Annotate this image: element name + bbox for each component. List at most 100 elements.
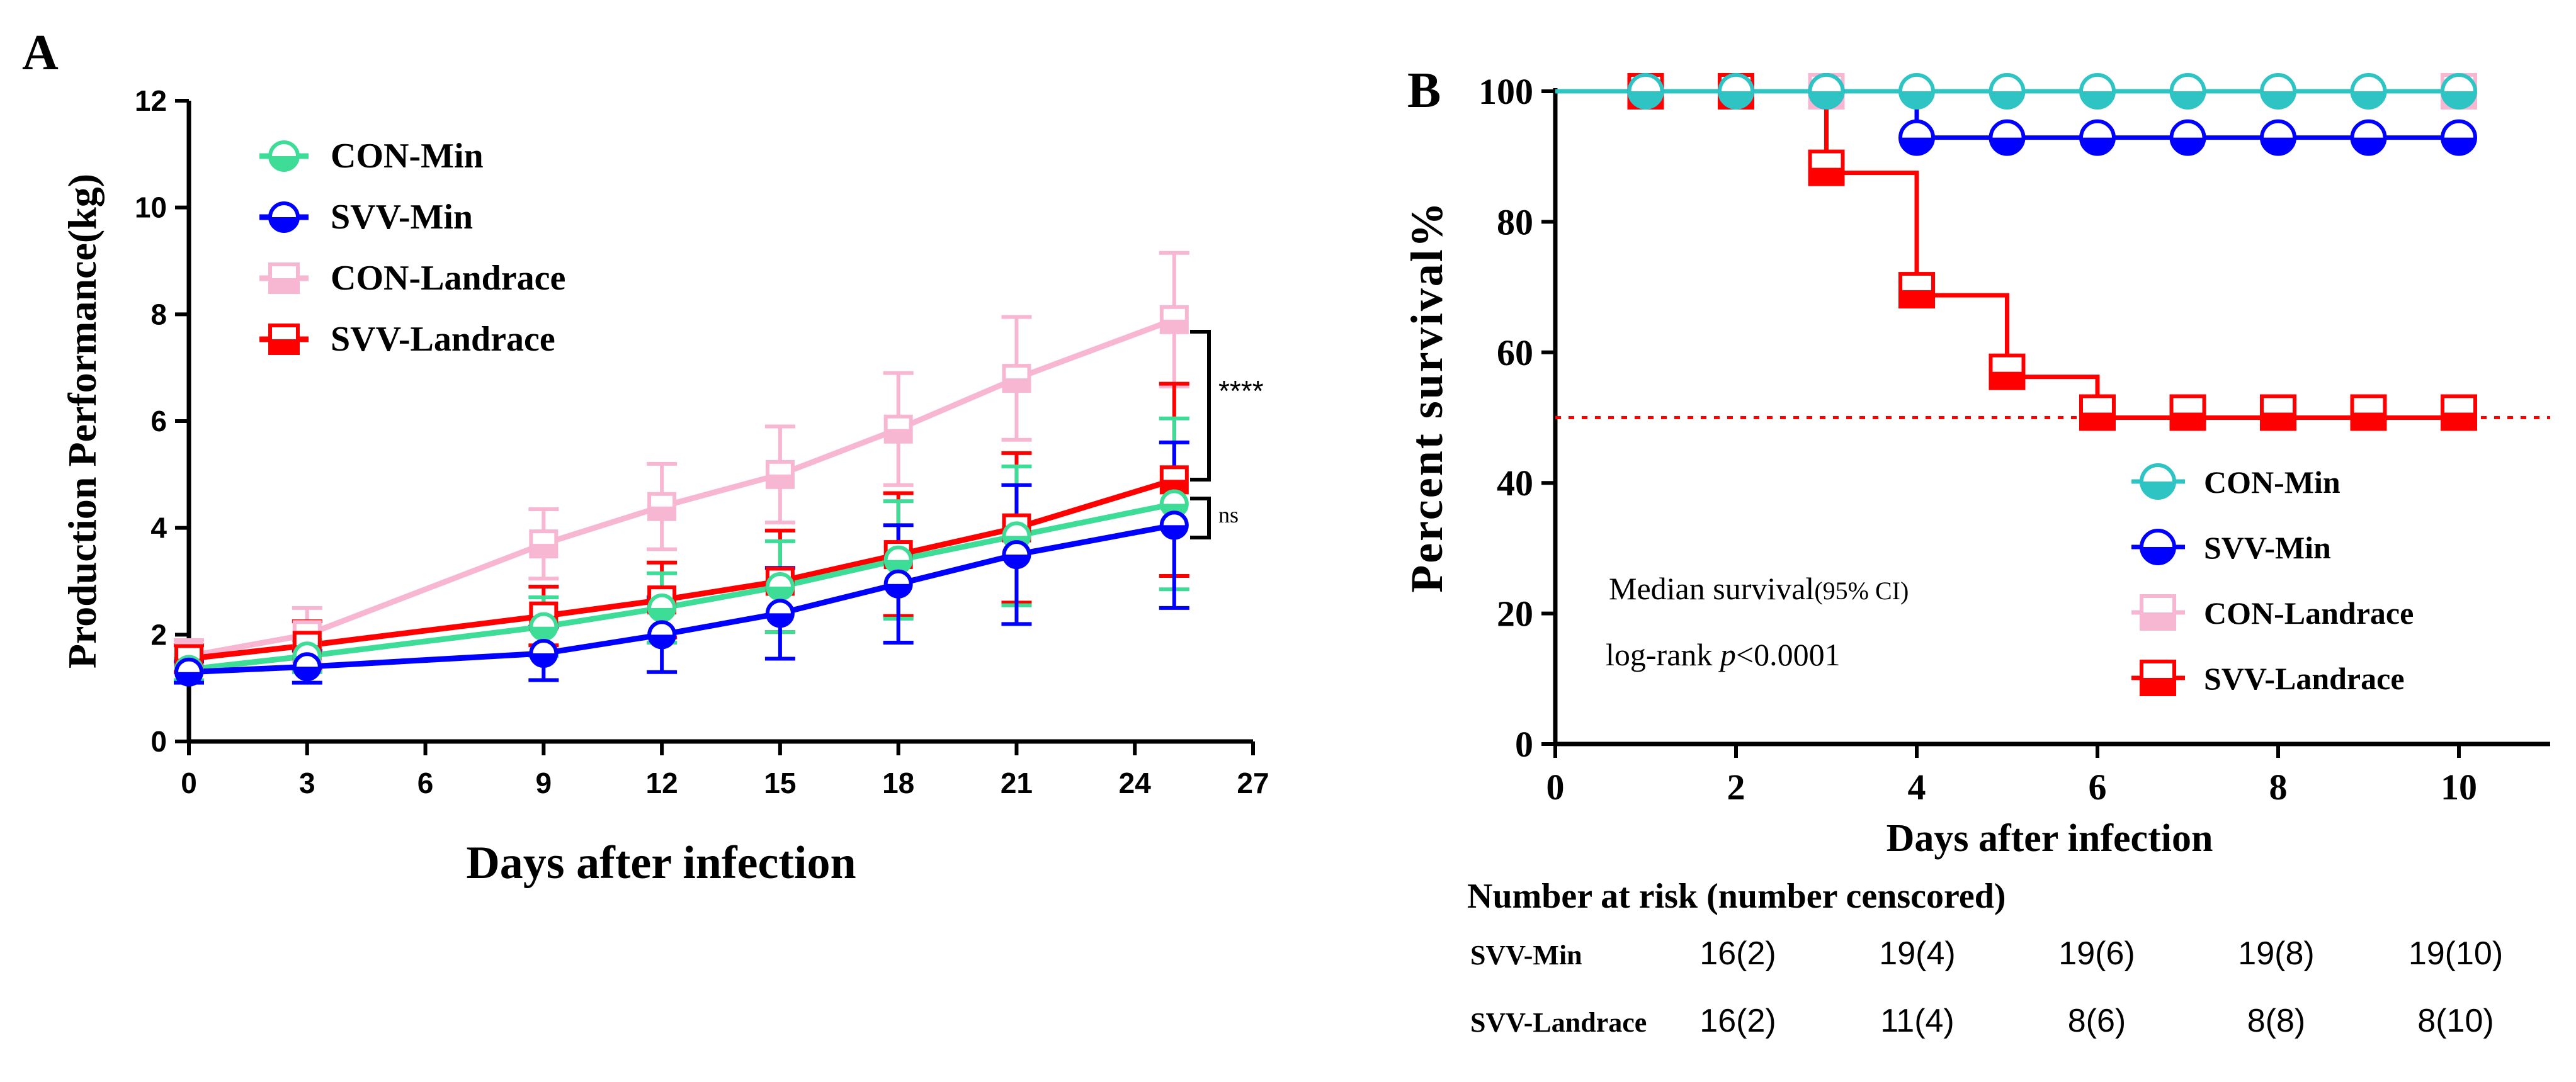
svv-landrace-censor-mark-fill [2081,412,2114,429]
con-landrace-point-fill [1161,319,1187,332]
x-tick-label: 24 [1119,767,1152,799]
y-tick-label: 8 [150,298,167,330]
svv-landrace-censor-mark [1898,272,1935,309]
con-landrace-point [647,492,677,521]
con-landrace-point-fill [885,429,911,442]
legend-swatch-marker [2140,529,2176,565]
svv-landrace-censor-mark [2079,394,2116,431]
con-min-censor-mark [1718,73,1754,110]
legend-swatch-marker [268,140,300,172]
con-min-point [529,612,559,641]
logrank-prefix: log-rank [1606,637,1720,672]
significance-bracket-top [1190,330,1211,482]
risk-row-svv-min: SVV-Min 16(2) 19(4) 19(6) 19(8) 19(10) [1470,935,2503,972]
median-survival-ci: (95% CI) [1814,577,1909,605]
svv-min-point-fill [531,653,557,667]
svv-landrace-censor-mark-fill [1900,290,1933,307]
con-min-line [188,501,1175,672]
risk-cell: 11(4) [1880,1003,1955,1039]
svv-min-point-fill [885,583,911,597]
svv-landrace-censor-mark [1989,353,2026,390]
legend-item-con-landrace: CON-Landrace [259,259,565,298]
con-min-censor-mark-fill [2081,91,2114,108]
svv-landrace-censor-mark [2260,394,2296,431]
svv-min-point [174,657,203,687]
significance-stars: **** [1218,375,1264,407]
legend-swatch-marker-fill [270,217,298,231]
x-tick-label: 18 [882,767,914,799]
y-tick-label: 80 [1497,201,1533,242]
y-tick-label: 2 [150,618,167,651]
legend-swatch-marker-fill [270,156,298,170]
x-tick-label: 3 [299,767,315,799]
legend-item-svv-min: SVV-Min [2131,529,2331,565]
legend-label: CON-Min [331,137,484,176]
legend-swatch-marker [268,201,300,233]
panel-b-series [1555,73,2477,431]
y-tick-label: 100 [1478,71,1533,112]
panel-a-x-label: Days after infection [466,837,856,889]
risk-row-svv-landrace: SVV-Landrace 16(2) 11(4) 8(6) 8(8) 8(10) [1470,1003,2494,1039]
svv-min-censor-mark [2441,119,2477,156]
x-tick-label: 6 [417,767,434,799]
svv-landrace-censor-mark-fill [2171,412,2204,429]
logrank-value: <0.0001 [1736,637,1841,672]
y-tick-label: 0 [1515,724,1533,765]
con-min-censor-mark [2260,73,2296,110]
svv-landrace-point [1159,465,1189,495]
legend-label: SVV-Min [331,198,473,237]
x-tick-label: 8 [2269,767,2288,808]
significance-ns: ns [1218,502,1239,527]
x-tick-label: 9 [536,767,552,799]
svv-min-censor-mark-fill [1990,137,2024,154]
legend-item-con-min: CON-Min [259,137,484,176]
legend-swatch-marker [268,324,300,355]
risk-table: Number at risk (number censcored) SVV-Mi… [1467,877,2503,1039]
svv-landrace-censor-mark [2169,394,2206,431]
legend-label: SVV-Landrace [331,320,555,359]
svv-min-point [1002,540,1031,570]
legend-swatch-marker [268,262,300,294]
y-tick-label: 40 [1497,463,1533,504]
con-min-point [1159,489,1189,519]
svv-landrace-censor-mark-fill [1990,371,2024,388]
legend-swatch-marker-fill [2142,547,2174,563]
legend-label: CON-Landrace [331,259,565,298]
y-tick-label: 4 [150,512,167,544]
significance-bracket-bottom [1190,497,1211,539]
svv-min-point [1159,510,1189,540]
svv-landrace-line [188,477,1176,662]
risk-cell: 16(2) [1699,935,1776,972]
risk-cell: 8(6) [2068,1003,2126,1039]
risk-cell: 19(8) [2238,935,2314,972]
y-tick-label: 20 [1497,594,1533,634]
svv-landrace-censor-mark [2441,394,2477,431]
legend-label: SVV-Min [2204,530,2331,565]
x-tick-label: 4 [1908,767,1926,808]
risk-row-label: SVV-Landrace [1470,1007,1647,1038]
con-min-censor-mark [2441,73,2477,110]
svv-min-censor-mark-fill [2443,137,2475,154]
legend-swatch-marker-fill [2142,612,2174,629]
panel-b-y-ticks: 0 20 40 60 80 100 [1478,71,1555,765]
x-tick-label: 10 [2441,767,2477,808]
con-min-censor-mark-fill [2171,91,2204,108]
svv-landrace-censor-mark-fill [2443,412,2475,429]
panel-a-y-label: Production Performance(kg) [60,174,105,668]
svv-min-censor-mark-fill [2352,137,2385,154]
panel-b-label: B [1407,63,1441,118]
legend-swatch-marker-fill [270,278,298,292]
logrank-p: p [1718,637,1736,672]
panel-b-y-label: Percent survival% [1402,200,1452,593]
svv-min-point-fill [176,672,201,685]
risk-cell: 19(10) [2409,935,2503,972]
svv-min-censor-mark [2169,119,2206,156]
svv-min-point-fill [294,667,320,680]
con-min-point [883,545,913,575]
con-min-censor-mark [1898,73,1935,110]
y-tick-label: 0 [150,725,167,758]
y-tick-label: 60 [1497,332,1533,373]
legend-item-con-landrace: CON-Landrace [2131,594,2414,631]
x-tick-label: 2 [1727,767,1745,808]
